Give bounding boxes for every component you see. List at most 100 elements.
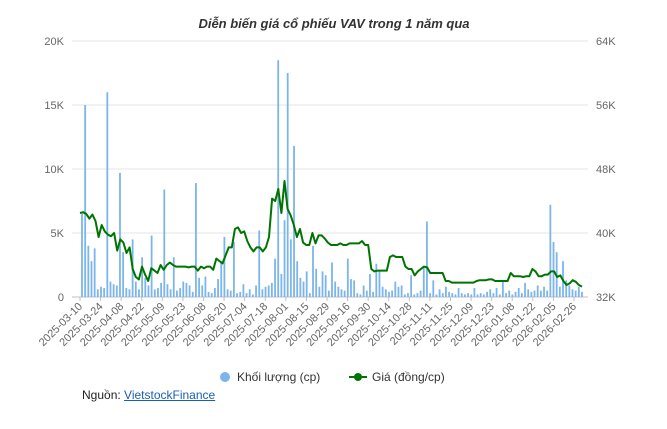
volume-bar [232, 241, 235, 297]
volume-bar [391, 290, 394, 297]
volume-bar [574, 290, 577, 297]
grid [72, 40, 588, 298]
volume-bar [236, 293, 238, 297]
volume-bar [327, 290, 330, 297]
volume-bar [163, 189, 166, 297]
legend-volume-marker [220, 372, 230, 382]
volume-bar [448, 291, 450, 297]
volume-bar [346, 258, 349, 297]
volume-bar [571, 289, 574, 297]
volume-bar [464, 294, 466, 297]
y-right-tick-label: 64K [596, 36, 616, 48]
volume-bar [498, 294, 501, 297]
volume-bar [527, 289, 530, 297]
volume-bar [81, 213, 83, 297]
volume-bar [445, 286, 447, 297]
volume-bar [169, 289, 172, 297]
volume-bar [479, 293, 482, 297]
volume-bar [220, 262, 223, 297]
volume-bar [353, 280, 356, 297]
y-left-tick-label: 20K [44, 36, 64, 48]
volume-bar [419, 290, 422, 297]
y-right-tick-label: 32K [596, 292, 616, 304]
volume-bar [308, 293, 311, 297]
volume-bar [245, 293, 248, 297]
volume-bar [166, 284, 169, 297]
volume-bar [372, 291, 375, 297]
volume-bar [214, 288, 216, 297]
volume-bar [198, 277, 200, 297]
volume-bar [226, 289, 229, 297]
volume-bars [81, 60, 583, 298]
volume-bar [299, 277, 302, 297]
volume-bar [144, 277, 147, 297]
volume-bar [217, 279, 219, 297]
volume-bar [286, 73, 289, 297]
volume-bar [508, 290, 511, 297]
volume-bar [403, 294, 406, 297]
legend-item-price[interactable]: Giá (đồng/cp) [349, 370, 445, 384]
volume-bar [470, 294, 473, 297]
volume-bar [147, 285, 150, 297]
volume-bar [251, 294, 254, 297]
volume-bar [530, 291, 533, 297]
volume-bar [511, 294, 514, 297]
volume-bar [441, 293, 444, 297]
volume-bar [109, 281, 112, 297]
volume-bar [429, 293, 432, 297]
volume-bar [378, 270, 381, 297]
volume-bar [362, 285, 365, 297]
volume-bar [153, 289, 156, 297]
volume-bar [96, 289, 99, 297]
legend-price-label: Giá (đồng/cp) [372, 370, 445, 384]
volume-bar [517, 288, 520, 297]
price-line-layer [79, 180, 583, 288]
volume-bar [577, 286, 580, 297]
volume-bar [201, 285, 204, 297]
y-left-tick-label: 5K [51, 228, 65, 240]
volume-bar [157, 288, 159, 297]
volume-bar [394, 281, 397, 297]
volume-bar [486, 291, 488, 297]
volume-bar [179, 288, 182, 297]
volume-bar [454, 294, 457, 297]
legend-item-volume[interactable]: Khối lượng (cp) [220, 370, 320, 384]
volume-bar [296, 261, 299, 297]
volume-bar [90, 261, 93, 297]
volume-bar [267, 285, 270, 297]
price-line [79, 180, 583, 288]
y-left-tick-label: 15K [44, 100, 64, 112]
volume-bar [337, 286, 340, 297]
volume-bar [546, 290, 549, 297]
source-link[interactable]: VietstockFinance [124, 388, 216, 402]
volume-bar [501, 281, 504, 297]
volume-bar [552, 241, 555, 297]
volume-bar [204, 276, 207, 297]
volume-bar [182, 281, 185, 297]
volume-bar [134, 281, 137, 297]
volume-bar [460, 293, 463, 297]
volume-bar [489, 289, 492, 297]
volume-bar [112, 284, 115, 297]
volume-bar [397, 286, 400, 297]
volume-bar [100, 286, 102, 297]
volume-bar [438, 289, 441, 297]
volume-bar [207, 291, 210, 297]
volume-bar [543, 286, 545, 297]
volume-bar [106, 92, 109, 297]
volume-bar [359, 294, 362, 297]
volume-bar [258, 230, 261, 297]
volume-bar [365, 290, 368, 297]
volume-bar [191, 291, 194, 297]
volume-bar [283, 220, 286, 297]
volume-bar [375, 263, 378, 297]
volume-bar [467, 293, 469, 297]
volume-bar [369, 273, 371, 297]
volume-bar [315, 268, 318, 297]
volume-bar [289, 239, 292, 297]
volume-bar [321, 271, 324, 297]
volume-bar [242, 284, 245, 297]
legend: Khối lượng (cp) Giá (đồng/cp) [220, 370, 445, 384]
volume-bar [581, 291, 583, 297]
